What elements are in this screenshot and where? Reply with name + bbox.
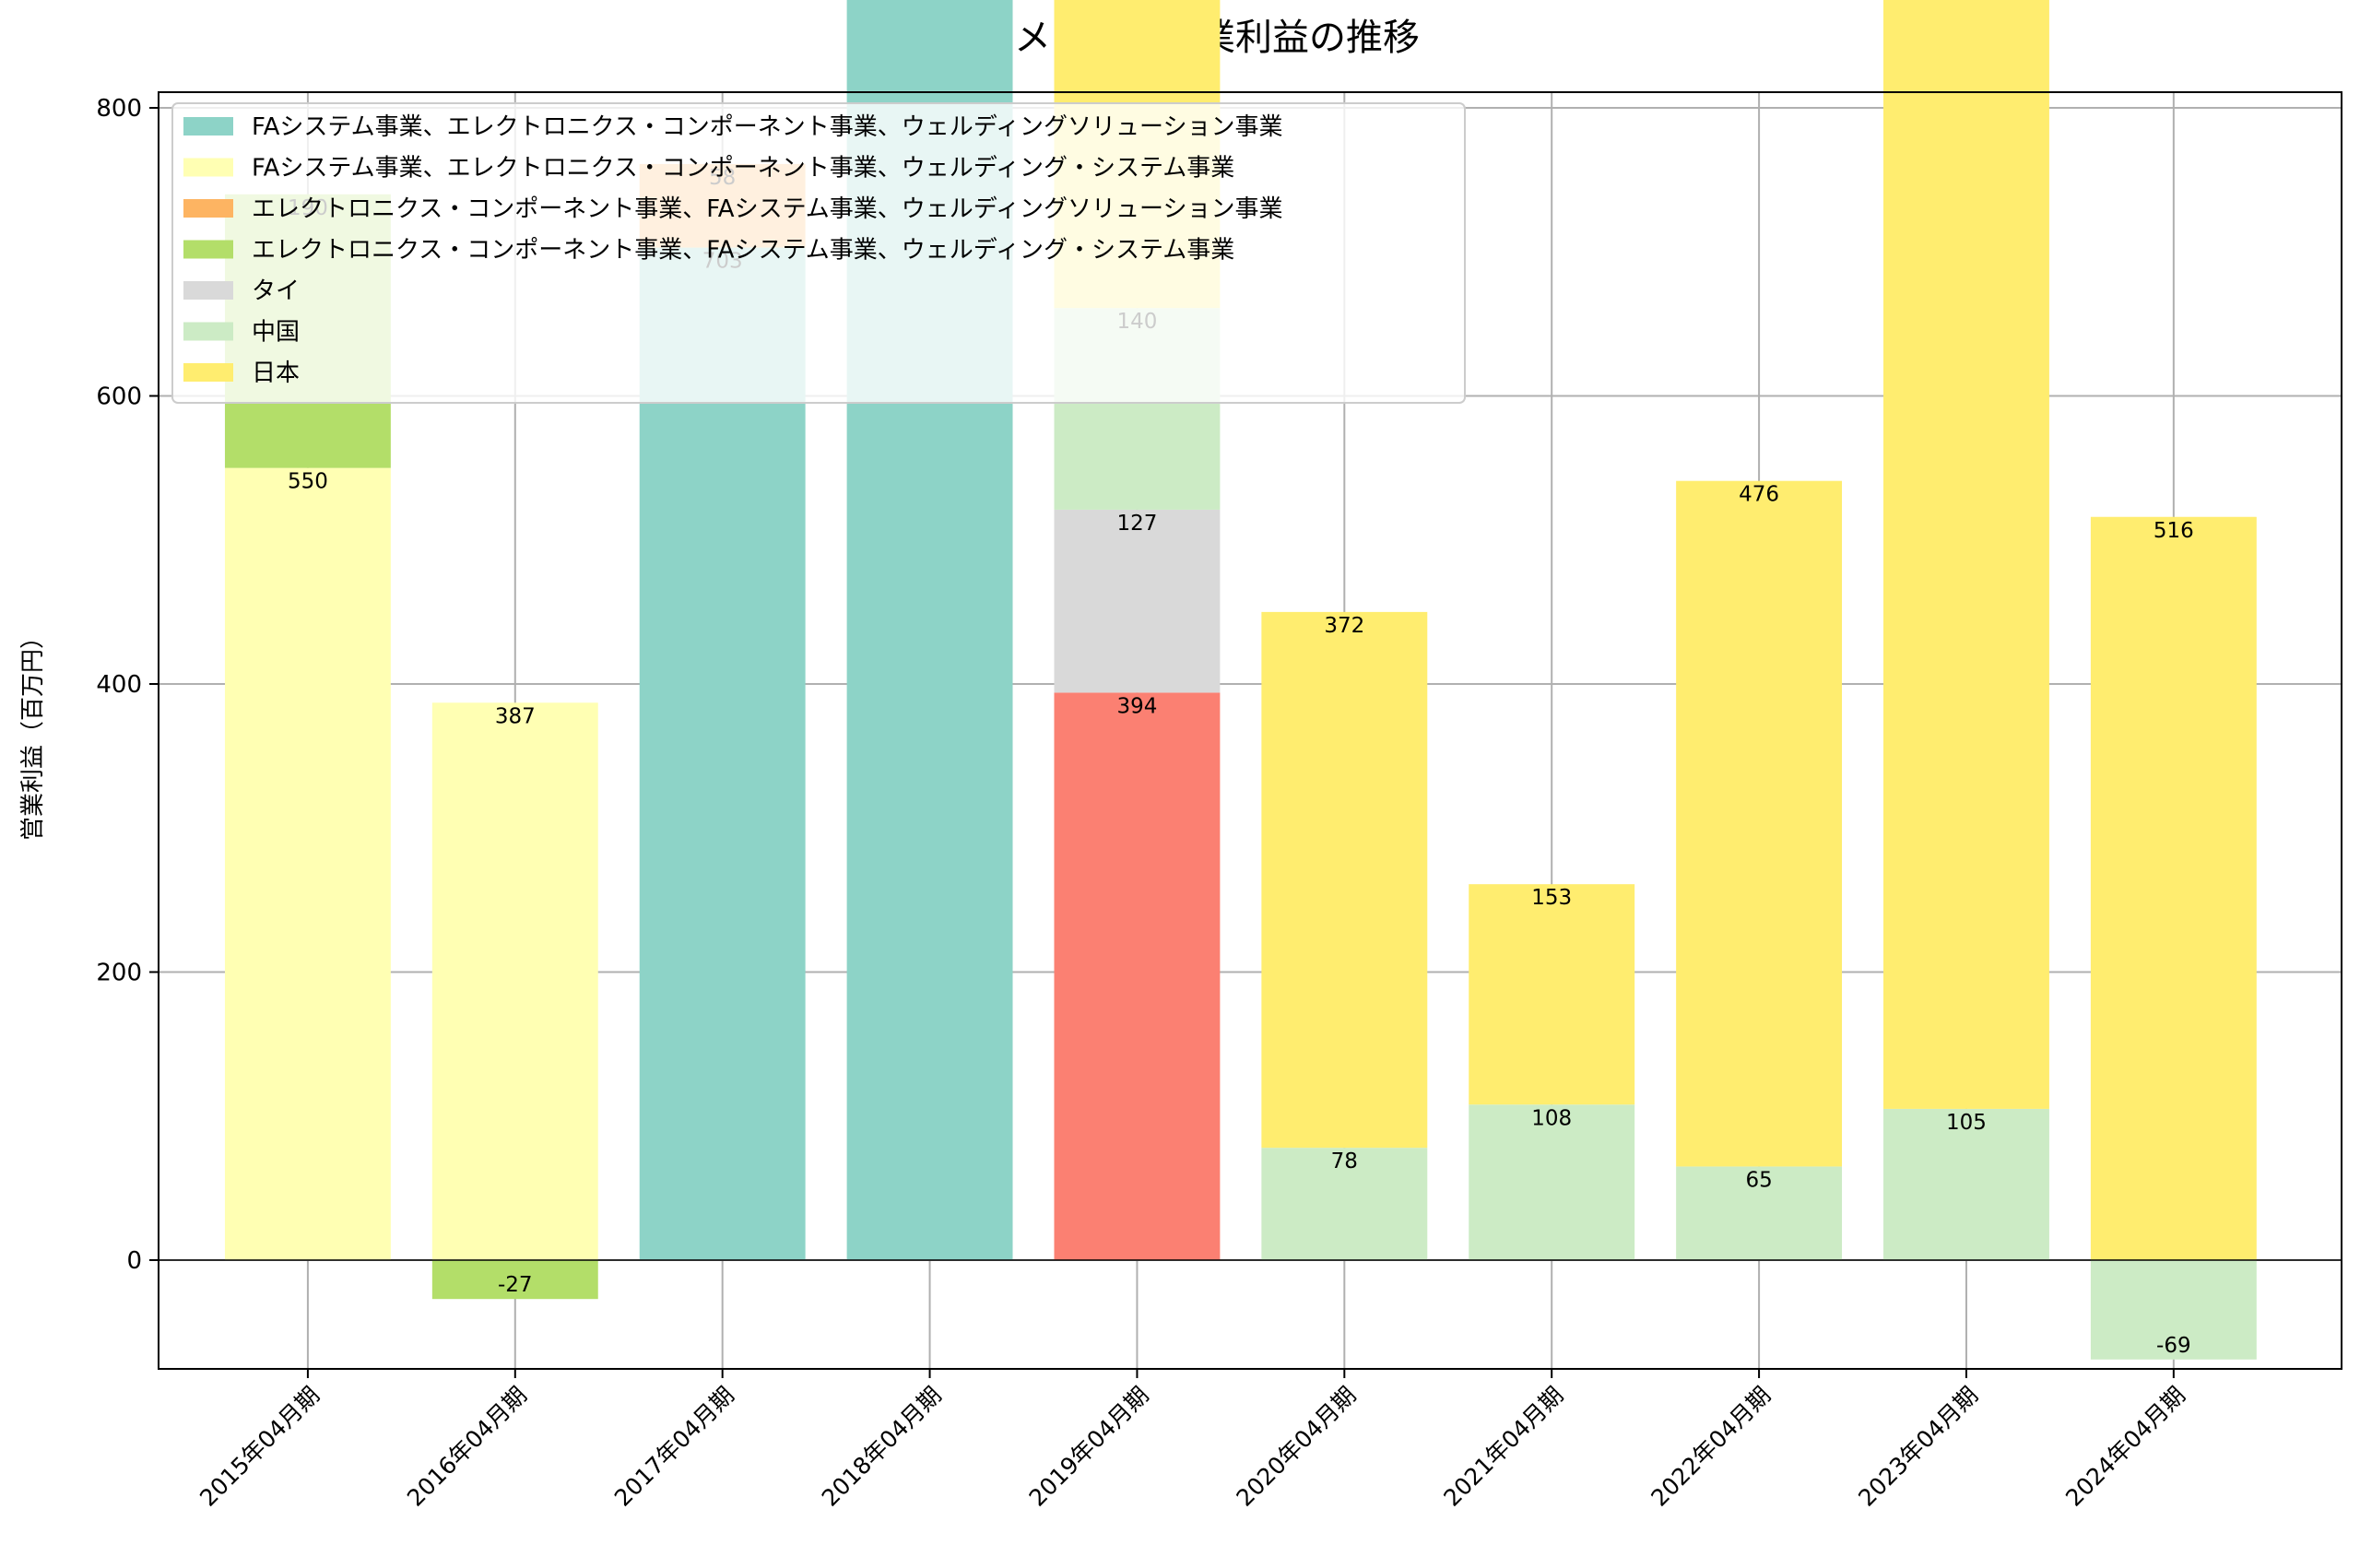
x-tick-label: 2022年04月期 — [1646, 1382, 1776, 1512]
bar — [1054, 692, 1221, 1260]
x-tick-label: 2019年04月期 — [1024, 1382, 1154, 1512]
legend-swatch — [183, 322, 233, 341]
data-label: 387 — [495, 704, 536, 728]
data-label: 550 — [288, 470, 328, 494]
legend-swatch — [183, 199, 233, 218]
legend-label: タイ — [252, 277, 300, 305]
legend-label: エレクトロニクス・コンポーネント事業、FAシステム事業、ウェルディングソリューシ… — [252, 195, 1282, 223]
x-tick-label: 2018年04月期 — [817, 1382, 947, 1512]
x-tick-label: 2016年04月期 — [402, 1382, 532, 1512]
data-label: 372 — [1324, 614, 1364, 638]
legend-label: FAシステム事業、エレクトロニクス・コンポーネント事業、ウェルディングソリューシ… — [252, 113, 1282, 141]
x-tick-label: 2024年04月期 — [2060, 1382, 2190, 1512]
data-label: 127 — [1116, 512, 1157, 536]
data-label: 65 — [1745, 1168, 1772, 1192]
legend-label: エレクトロニクス・コンポーネント事業、FAシステム事業、ウェルディング・システム… — [252, 237, 1234, 265]
bar — [1676, 1166, 1843, 1260]
bar — [431, 1260, 598, 1300]
data-label: 153 — [1531, 886, 1572, 910]
bar — [2090, 1260, 2257, 1360]
legend: FAシステム事業、エレクトロニクス・コンポーネント事業、ウェルディングソリューシ… — [171, 102, 1466, 404]
legend-swatch — [183, 158, 233, 177]
x-tick-label: 2020年04月期 — [1232, 1382, 1362, 1512]
x-tick-label: 2015年04月期 — [195, 1382, 324, 1512]
legend-label: FAシステム事業、エレクトロニクス・コンポーネント事業、ウェルディング・システム… — [252, 155, 1234, 183]
plot-frame — [158, 91, 2342, 1370]
y-axis-label: 営業利益（百万円） — [19, 625, 47, 841]
data-label: 516 — [2154, 519, 2194, 543]
data-label: 105 — [1946, 1111, 1987, 1135]
y-tick-label: 400 — [96, 671, 142, 699]
x-tick-label: 2023年04月期 — [1853, 1382, 1983, 1512]
y-tick-label: 600 — [96, 383, 142, 411]
bar — [639, 247, 806, 1260]
bar — [1469, 1104, 1635, 1260]
data-label: -27 — [498, 1273, 533, 1297]
legend-swatch — [183, 117, 233, 136]
legend-label: 日本 — [252, 360, 300, 387]
bar — [1883, 1108, 2049, 1260]
legend-label: 中国 — [252, 319, 300, 347]
bar — [1261, 1148, 1428, 1260]
y-tick-label: 0 — [126, 1247, 142, 1275]
x-tick-label: 2021年04月期 — [1438, 1382, 1568, 1512]
bar — [1883, 0, 2049, 1109]
bar — [2090, 516, 2257, 1260]
data-label: 78 — [1331, 1149, 1358, 1173]
bar — [1469, 884, 1635, 1105]
data-label: 476 — [1739, 483, 1779, 507]
legend-swatch — [183, 240, 233, 259]
legend-swatch — [183, 363, 233, 382]
bar — [1676, 480, 1843, 1167]
bar — [1054, 509, 1221, 693]
legend-box — [171, 102, 1466, 404]
bar — [431, 702, 598, 1260]
data-label: 394 — [1116, 694, 1157, 718]
data-label: -69 — [2156, 1334, 2191, 1358]
y-tick-label: 200 — [96, 960, 142, 987]
legend-swatch — [183, 281, 233, 300]
bar — [1261, 611, 1428, 1149]
y-tick-label: 800 — [96, 95, 142, 123]
bar — [224, 467, 391, 1260]
data-label: 108 — [1531, 1106, 1572, 1130]
x-tick-label: 2017年04月期 — [609, 1382, 739, 1512]
